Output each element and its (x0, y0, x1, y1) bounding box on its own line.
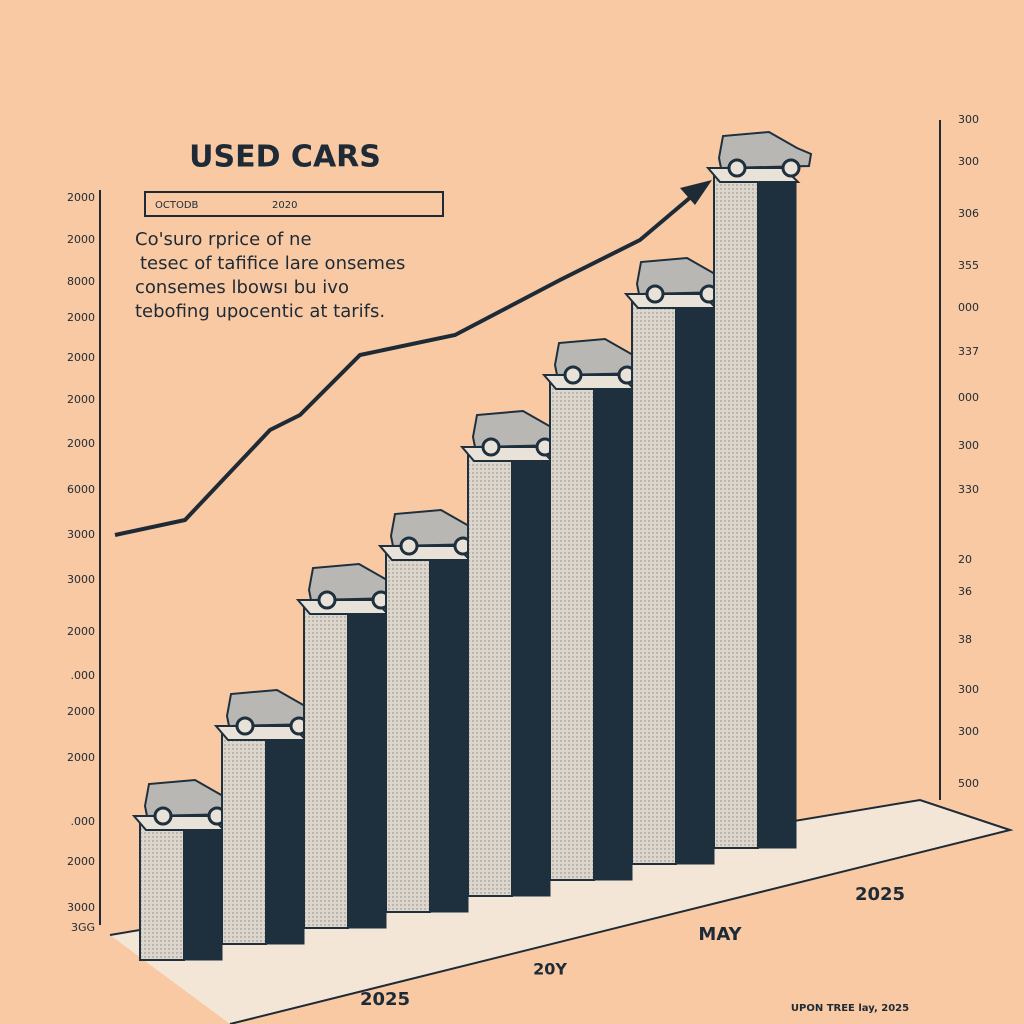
left-axis-label: 2000 (67, 191, 95, 204)
bottom-label: 2025 (855, 884, 905, 905)
left-axis-label: 3000 (67, 573, 95, 586)
right-axis-label: 000 (958, 391, 979, 404)
description: Co'suro rprice of ne (135, 229, 312, 250)
right-axis-label: 300 (958, 113, 979, 126)
description: consemes lbowsı bu ivo (135, 277, 349, 298)
bar-side (675, 305, 715, 865)
bottom-label: 2025 (360, 989, 410, 1010)
left-axis-label: 2000 (67, 311, 95, 324)
bar (385, 545, 431, 913)
car-wheel (153, 806, 173, 826)
left-axis-label: .000 (71, 669, 96, 682)
bar-side (757, 179, 797, 849)
left-axis-label: 2000 (67, 233, 95, 246)
left-axis-label: 3000 (67, 528, 95, 541)
left-axis-label: 2000 (67, 705, 95, 718)
bar (467, 446, 513, 897)
right-axis-label: 300 (958, 155, 979, 168)
bar (549, 374, 595, 881)
bar (221, 725, 267, 945)
left-axis-label: 2000 (67, 437, 95, 450)
right-axis-label: 38 (958, 633, 972, 646)
right-axis-label: 300 (958, 439, 979, 452)
bottom-label: MAY (698, 924, 742, 945)
car-wheel (399, 536, 419, 556)
left-axis-label: 2000 (67, 625, 95, 638)
chart-title: USED CARS (189, 140, 381, 175)
description: tesec of tafifice lare onsemes (140, 253, 405, 274)
right-axis-label: 36 (958, 585, 972, 598)
bar (139, 815, 185, 961)
car-wheel (645, 284, 665, 304)
bar-side (183, 827, 223, 961)
bar-side (347, 611, 387, 929)
car-wheel (727, 158, 747, 178)
car-wheel (781, 158, 801, 178)
right-axis-label: 355 (958, 259, 979, 272)
trend-line (114, 183, 707, 537)
right-axis-label: 20 (958, 553, 972, 566)
left-axis-label: 2000 (67, 855, 95, 868)
left-axis-label: 2000 (67, 393, 95, 406)
subtitle-box (144, 191, 444, 217)
bar-side (511, 458, 551, 897)
bar-side (593, 386, 633, 881)
bottom-label: UPON TREE lay, 2025 (791, 1003, 909, 1014)
left-axis-label: 6000 (67, 483, 95, 496)
right-axis-label: 306 (958, 207, 979, 220)
car-wheel (235, 716, 255, 736)
car-wheel (481, 437, 501, 457)
right-axis-label: 500 (958, 777, 979, 790)
subtitle: 2020 (272, 200, 297, 211)
car-wheel (317, 590, 337, 610)
left-axis-label: .000 (71, 815, 96, 828)
subtitle: OCTODB (155, 200, 199, 211)
right-axis-label: 000 (958, 301, 979, 314)
right-axis-label: 300 (958, 725, 979, 738)
right-axis-label: 300 (958, 683, 979, 696)
left-axis-label: 3GG (71, 921, 95, 934)
left-axis-label: 2000 (67, 351, 95, 364)
car-wheel (563, 365, 583, 385)
left-axis-label: 3000 (67, 901, 95, 914)
bottom-label: 20Y (533, 960, 567, 979)
right-axis-label: 330 (958, 483, 979, 496)
trend-arrow (680, 180, 712, 205)
bar-side (265, 737, 305, 945)
bar (713, 167, 759, 849)
bar (631, 293, 677, 865)
bar-side (429, 557, 469, 913)
bar (303, 599, 349, 929)
right-axis-label: 337 (958, 345, 979, 358)
left-axis-label: 2000 (67, 751, 95, 764)
description: tebofing upocentic at tarifs. (135, 301, 385, 322)
left-axis-label: 8000 (67, 275, 95, 288)
